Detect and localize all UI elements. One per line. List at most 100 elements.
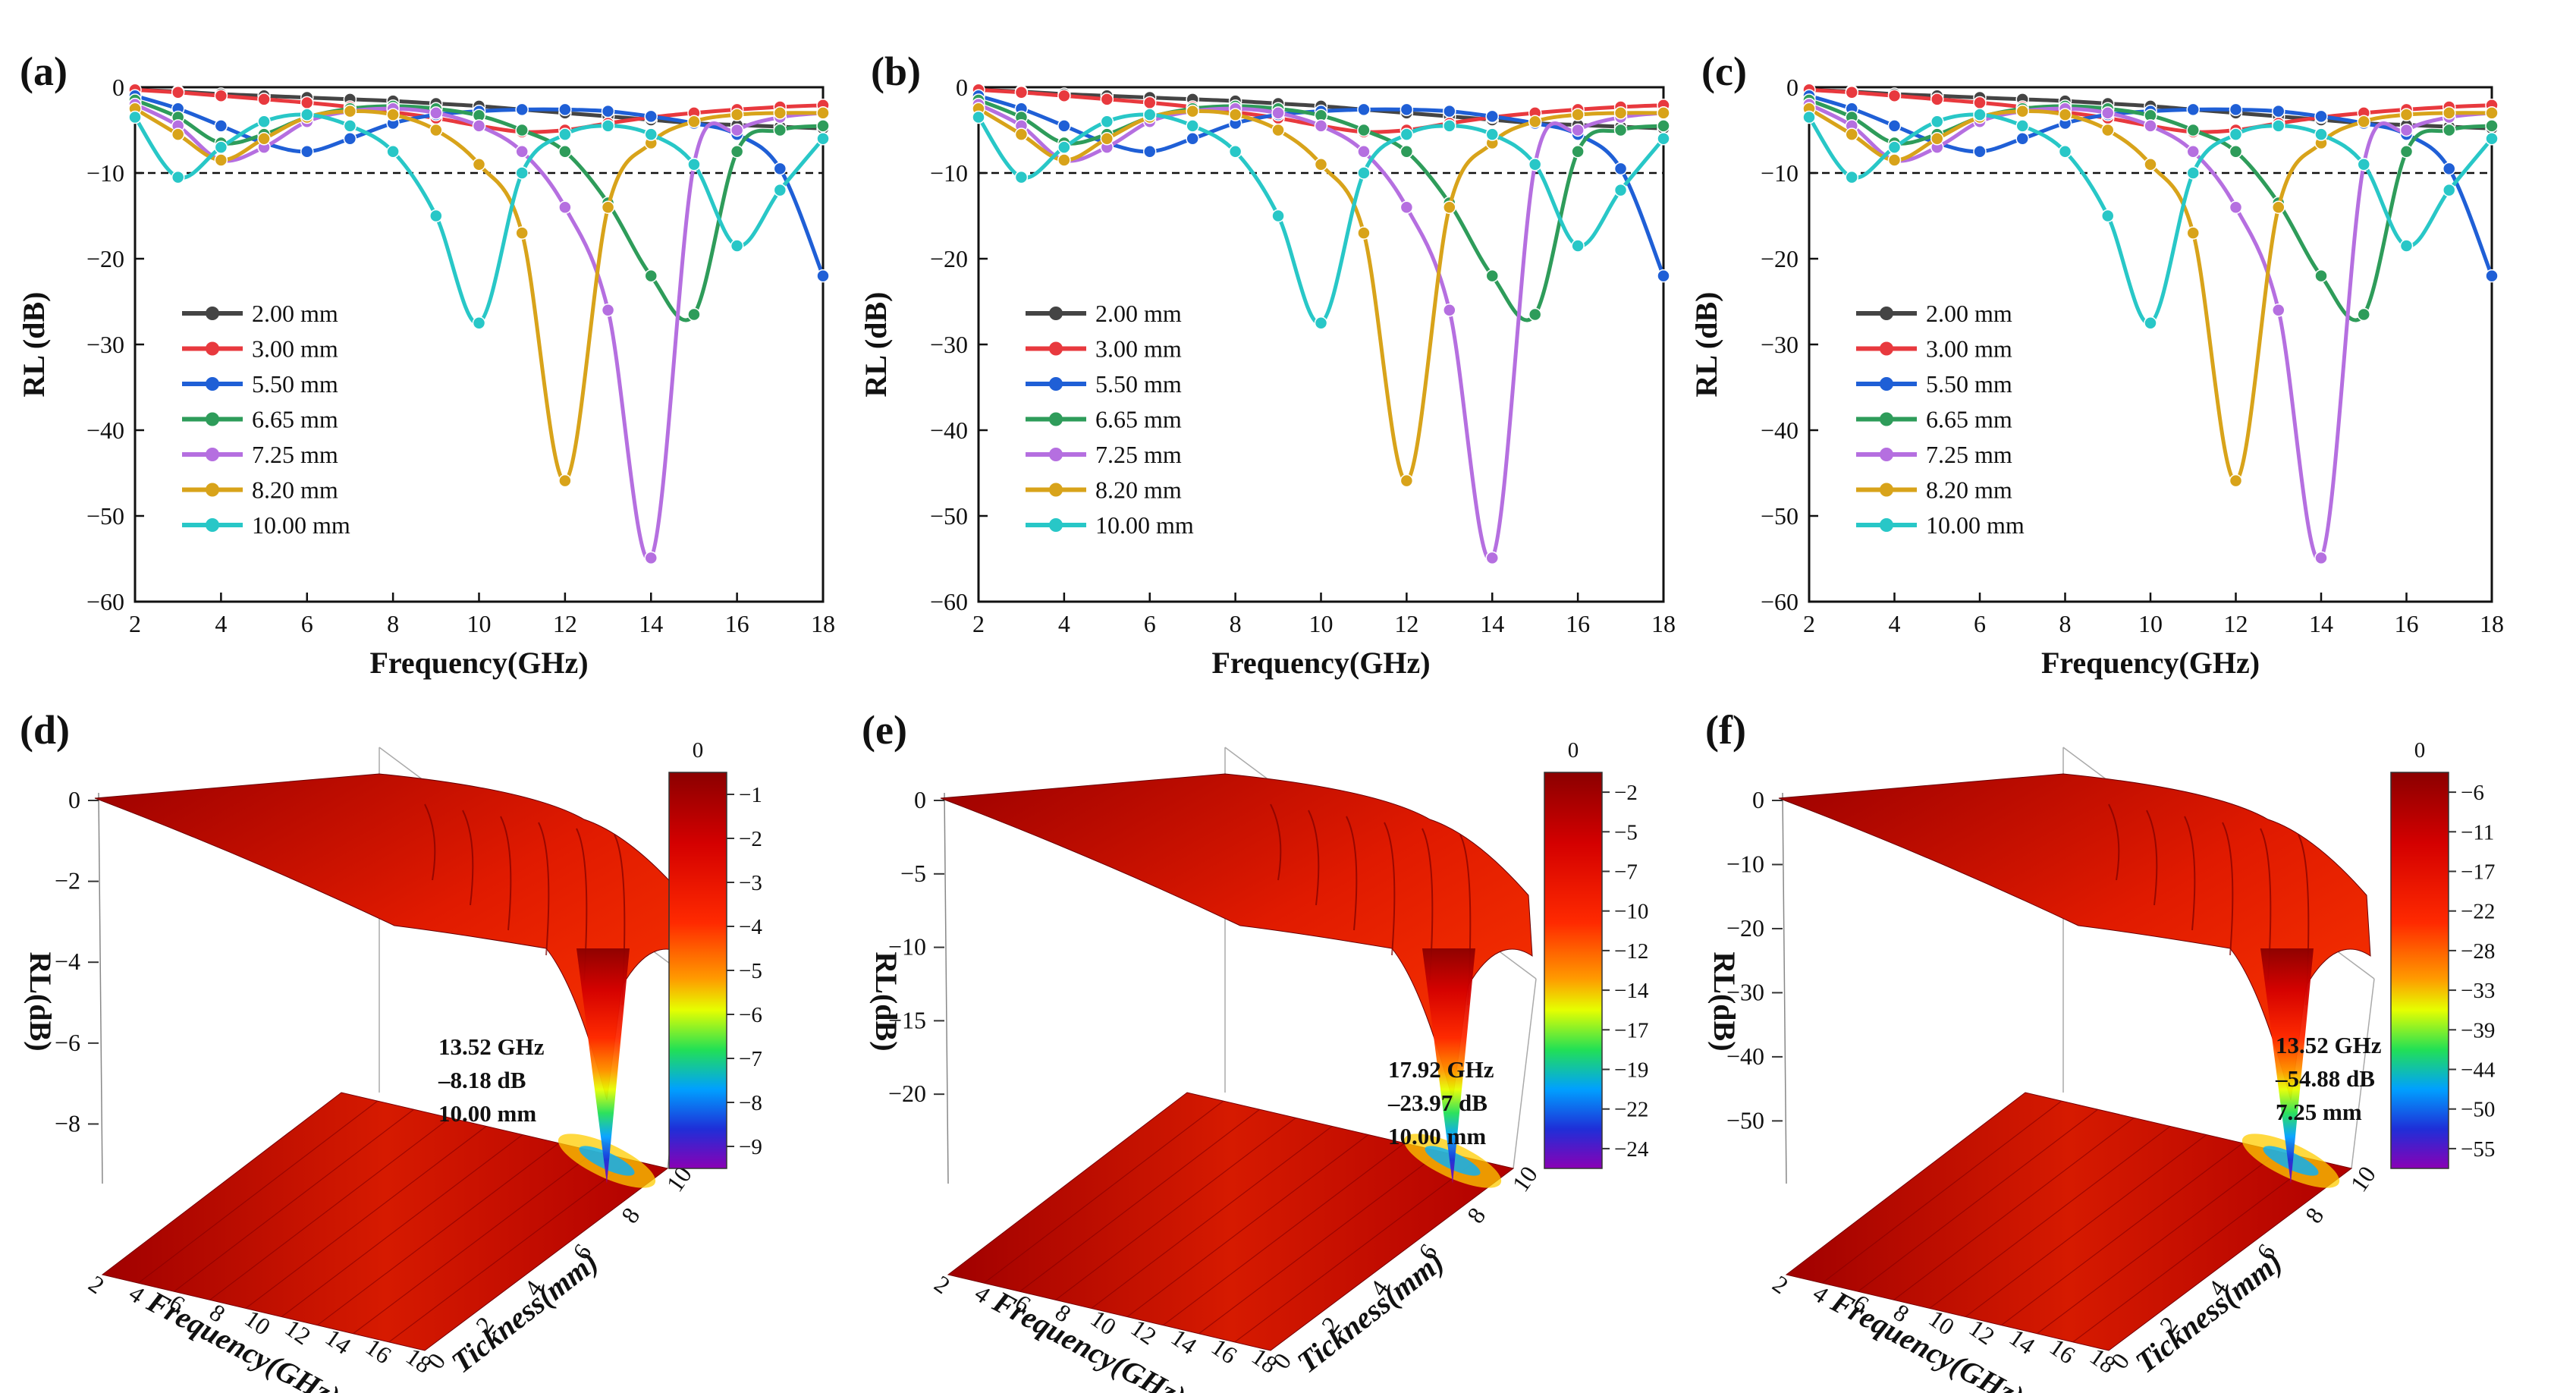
surface-ridge (1346, 816, 1358, 931)
floor-grid-line (353, 1151, 595, 1335)
surface-ridge (2222, 822, 2234, 956)
legend-label: 10.00 mm (1926, 511, 2025, 539)
x-tick-label: 16 (1566, 610, 1590, 637)
data-point (1228, 145, 1242, 159)
y-tick-label: −40 (1761, 417, 1798, 444)
data-point (1357, 145, 1371, 159)
x-tick-label: 14 (639, 610, 663, 637)
panel-label: (e) (862, 707, 907, 753)
y-tick-label: −20 (86, 245, 124, 272)
floor-grid-line (388, 1159, 632, 1343)
colorbar (1544, 772, 1603, 1169)
legend-swatch-marker (1049, 518, 1063, 532)
x-axis-title: Frequency(GHz) (1211, 646, 1430, 680)
data-point (1014, 170, 1029, 184)
colorbar-tick-label: −5 (739, 959, 762, 983)
legend-swatch-marker (206, 412, 219, 426)
data-point (2229, 473, 2243, 488)
data-point (257, 115, 271, 128)
data-point (1845, 170, 1858, 184)
legend-label: 3.00 mm (1095, 335, 1182, 363)
z-tick-label: −10 (1726, 850, 1764, 877)
data-point (1357, 226, 1371, 240)
data-point (1485, 127, 1499, 141)
min-annotation-line: –8.18 dB (438, 1067, 526, 1093)
data-point (1802, 110, 1816, 124)
data-point (2101, 123, 2115, 137)
data-point (644, 551, 658, 565)
floor-grid-line (1234, 1159, 1478, 1343)
floor-grid-line (281, 1134, 523, 1318)
data-point (1887, 140, 1902, 154)
data-point (2399, 123, 2414, 137)
data-point (515, 166, 529, 180)
data-point (1657, 132, 1670, 146)
data-point (2357, 157, 2370, 171)
surface-ridge (500, 816, 512, 931)
data-point (1400, 127, 1414, 141)
surface-ridge (1270, 803, 1282, 881)
legend-swatch-marker (1049, 483, 1063, 497)
series-line-725mm (134, 102, 824, 562)
surface-min-dip (1422, 948, 1475, 1184)
x-axis-title: Frequency(GHz) (2041, 646, 2260, 680)
data-point (1528, 307, 1542, 322)
floor-grid-line (1091, 1125, 1333, 1309)
x-tick-label: 8 (1230, 610, 1242, 637)
data-point (2442, 183, 2456, 197)
legend-swatch-marker (206, 307, 219, 320)
data-point (300, 96, 314, 110)
min-annotation-line: 10.00 mm (438, 1100, 536, 1127)
colorbar-top-label: 0 (693, 738, 704, 763)
freq-tick-label: 2 (83, 1270, 109, 1300)
data-point (1186, 119, 1199, 133)
data-point (2357, 307, 2370, 322)
data-point (730, 123, 744, 137)
z-axis-line (1782, 792, 1787, 1184)
colorbar-tick-label: −39 (2461, 1018, 2495, 1042)
surface-ridge (462, 810, 474, 906)
z-tick-label: −2 (55, 867, 80, 895)
data-point (1845, 127, 1858, 141)
data-point (2314, 269, 2328, 283)
y-tick-label: −50 (930, 502, 968, 530)
x-tick-label: 12 (553, 610, 577, 637)
min-annotation-line: –23.97 dB (1387, 1090, 1487, 1116)
y-axis-title: RL (dB) (17, 292, 51, 398)
data-point (1143, 145, 1157, 159)
z-tick-label: 0 (68, 786, 80, 813)
legend-swatch-marker (206, 448, 219, 461)
y-axis-title: RL (dB) (859, 292, 893, 398)
data-point (214, 119, 228, 133)
panel-label: (a) (20, 49, 68, 94)
data-point (2229, 127, 2243, 141)
z-tick-label: −15 (888, 1006, 926, 1033)
data-point (1528, 157, 1542, 171)
data-point (1357, 102, 1371, 117)
data-point (1014, 86, 1029, 99)
z-tick-label: −40 (1726, 1042, 1764, 1070)
data-point (1400, 473, 1414, 488)
data-point (1657, 106, 1670, 120)
colorbar-tick-label: −24 (1614, 1137, 1649, 1162)
x-tick-label: 2 (129, 610, 141, 637)
surface-ridge (2184, 816, 2196, 931)
data-point (2144, 119, 2157, 133)
floor-grid-line (137, 1100, 379, 1284)
colorbar-tick-label: −6 (2461, 781, 2484, 805)
data-point (214, 153, 228, 167)
data-point (2186, 145, 2200, 159)
data-point (1314, 316, 1328, 330)
data-point (816, 269, 830, 283)
data-point (386, 145, 400, 159)
legend-label: 7.25 mm (1926, 441, 2012, 468)
data-point (1186, 132, 1199, 146)
data-point (2186, 226, 2200, 240)
legend-label: 7.25 mm (252, 441, 338, 468)
colorbar (668, 772, 727, 1169)
colorbar-tick-label: −44 (2461, 1058, 2496, 1083)
data-point (687, 115, 701, 128)
data-point (429, 106, 443, 120)
colorbar-tick-label: −11 (2461, 820, 2494, 844)
colorbar-tick-label: −14 (1614, 979, 1649, 1003)
